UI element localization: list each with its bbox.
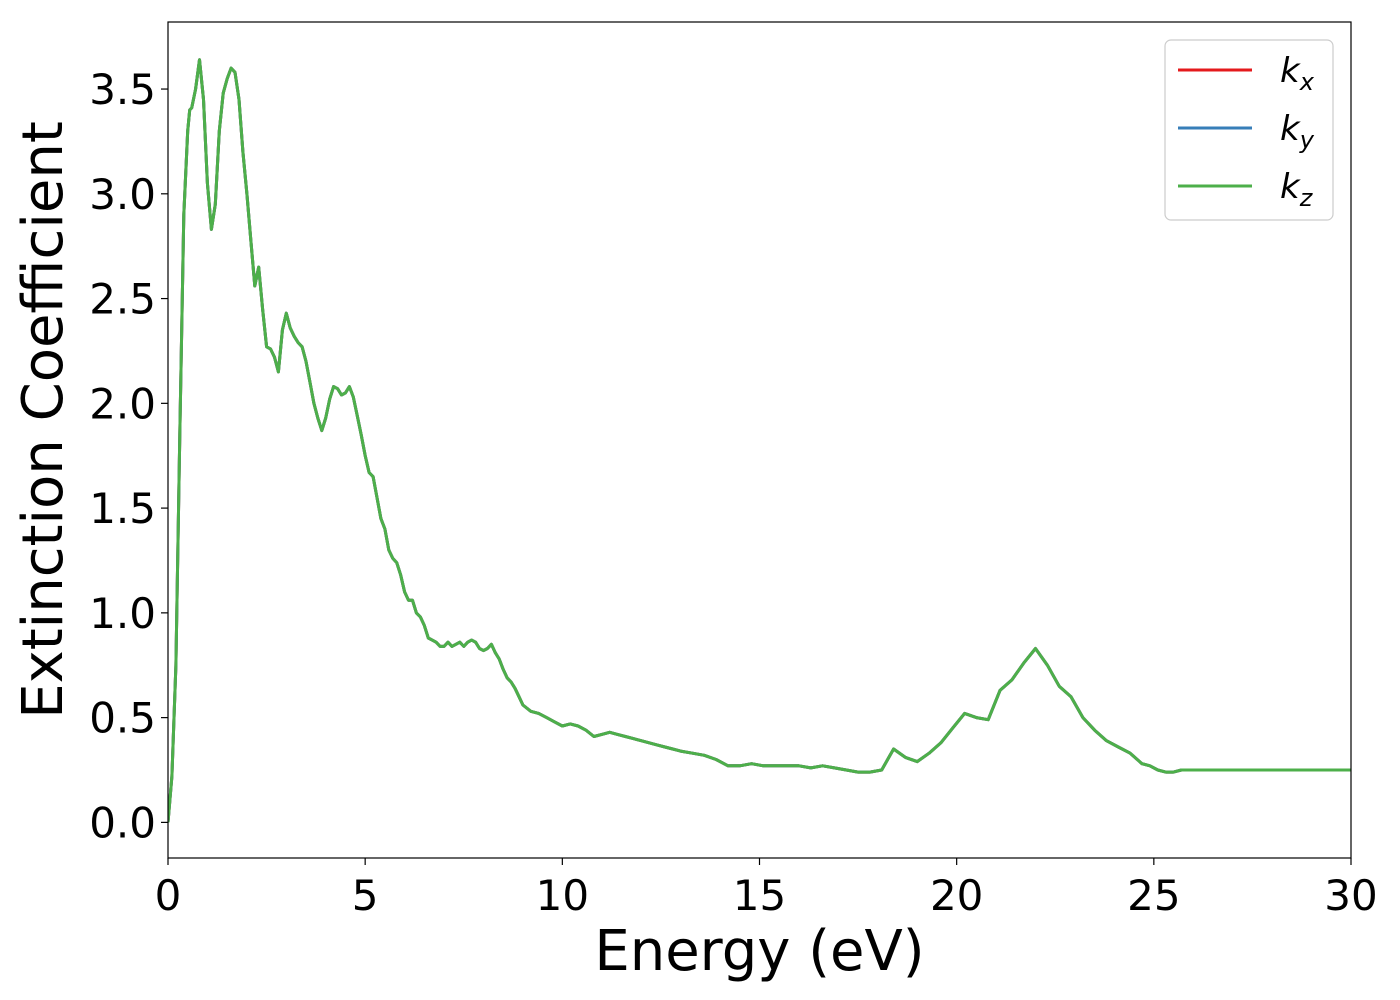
y-tick-label: 0.5	[89, 694, 156, 743]
legend-label-k-x: kx	[1280, 51, 1315, 96]
x-tick-label: 25	[1127, 871, 1180, 920]
y-tick-label: 0.0	[89, 798, 156, 847]
x-tick-label: 5	[352, 871, 379, 920]
y-tick-label: 2.5	[89, 275, 156, 324]
y-tick-label: 3.0	[89, 170, 156, 219]
x-tick-label: 30	[1324, 871, 1377, 920]
legend: kx ky kz	[1164, 39, 1334, 221]
legend-label-k-y: ky	[1280, 109, 1315, 154]
y-axis-label: Extinction Coefficient	[11, 121, 76, 719]
x-tick-label: 15	[733, 871, 786, 920]
y-tick-label: 1.5	[89, 484, 156, 533]
x-tick-label: 20	[930, 871, 983, 920]
legend-box	[1164, 39, 1334, 221]
y-tick-label: 1.0	[89, 589, 156, 638]
x-tick-label: 0	[155, 871, 182, 920]
y-tick-label: 3.5	[89, 65, 156, 114]
y-tick-label: 2.0	[89, 379, 156, 428]
x-tick-label: 10	[536, 871, 589, 920]
series-line-k-z	[168, 58, 1351, 823]
legend-label-k-z: kz	[1280, 167, 1314, 212]
x-axis-label: Energy (eV)	[594, 919, 924, 984]
ticks-layer: 0 5 10 15 20 25 30 0.0 0.5 1.0 1.5 2.0 2.5 3.0 3.5	[89, 65, 1378, 920]
series-layer	[168, 58, 1351, 823]
